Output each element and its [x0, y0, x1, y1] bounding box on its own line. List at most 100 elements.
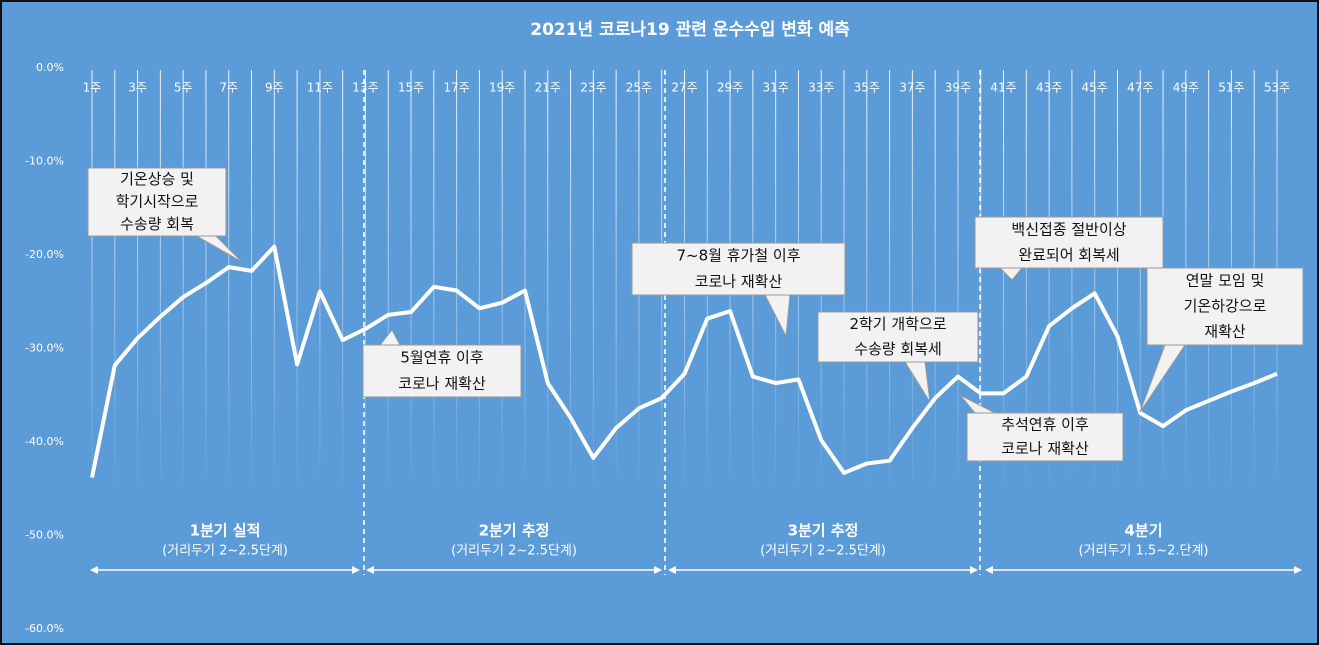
x-tick-label: 7주 [219, 81, 238, 95]
y-tick-label: -50.0% [25, 529, 64, 542]
week-grid-line [1003, 70, 1005, 500]
week-grid-line [319, 70, 321, 500]
week-grid-line [114, 70, 116, 500]
week-grid-line [410, 70, 412, 500]
x-tick-label: 29주 [717, 81, 743, 95]
x-tick-label: 25주 [626, 81, 652, 95]
x-tick-label: 15주 [398, 81, 424, 95]
week-grid-line [934, 70, 936, 500]
annotation-box [631, 242, 846, 296]
x-tick-label: 9주 [265, 81, 284, 95]
x-tick-label: 17주 [443, 81, 469, 95]
annotation-box [966, 412, 1124, 462]
period-sublabel: (거리두기 1.5~2.단계) [1078, 544, 1208, 559]
week-grid-line [1139, 70, 1141, 500]
pointer-cover [379, 346, 401, 348]
week-grid-line [957, 70, 959, 500]
x-tick-label: 43주 [1036, 81, 1062, 95]
arrow-head [985, 566, 993, 574]
x-tick-label: 49주 [1173, 81, 1199, 95]
annotation-text: 수송량 회복세 [854, 340, 942, 358]
week-grid-line [228, 70, 230, 500]
week-grid-line [342, 70, 344, 500]
week-grid-line [1071, 70, 1073, 500]
annotation-text: 7~8월 휴가철 이후 [677, 247, 801, 265]
week-grid-line [387, 70, 389, 500]
pointer-cover [999, 265, 1023, 267]
x-tick-label: 11주 [307, 81, 333, 95]
annotation-text: 백신접종 절반이상 [1011, 220, 1126, 238]
annotation-text: 코로나 재확산 [398, 375, 486, 393]
arrow-head [1294, 566, 1302, 574]
week-grid-line [570, 70, 572, 500]
week-grid-line [592, 70, 594, 500]
arrow-head [366, 566, 374, 574]
x-tick-label: 53주 [1264, 81, 1290, 95]
annotation-box [87, 167, 227, 237]
period-sublabel: (거리두기 2~2.5단계) [451, 544, 577, 559]
arrow-head [654, 566, 662, 574]
annotation-text: 기온하강으로 [1184, 297, 1267, 315]
pointer-cover [974, 414, 996, 416]
annotation-box [974, 216, 1164, 269]
annotation-text: 재확산 [1204, 323, 1246, 341]
week-grid-line [364, 70, 366, 500]
annotation-box [1146, 267, 1304, 346]
x-tick-label: 1주 [83, 81, 102, 95]
y-tick-label: -10.0% [25, 155, 64, 168]
week-grid-line [478, 70, 480, 500]
annotation-text: 2학기 개학으로 [849, 315, 946, 333]
x-tick-label: 3주 [128, 81, 147, 95]
annotation-text: 추석연휴 이후 [1001, 416, 1089, 434]
period-sublabel: (거리두기 2~2.5단계) [162, 544, 288, 559]
week-grid-line [866, 70, 868, 500]
chart-title: 2021년 코로나19 관련 운수수입 변화 예측 [530, 20, 850, 40]
y-tick-label: -60.0% [25, 622, 64, 635]
week-grid-line [273, 70, 275, 500]
pointer-cover [764, 292, 791, 294]
period-label: 3분기 추정 [788, 522, 859, 540]
period-label: 1분기 실적 [190, 522, 261, 540]
x-tick-label: 23주 [580, 81, 606, 95]
annotation-text: 연말 모임 및 [1186, 271, 1265, 289]
x-tick-label: 41주 [990, 81, 1016, 95]
week-grid-line [980, 70, 982, 500]
week-grid-line [889, 70, 891, 500]
y-tick-label: -40.0% [25, 435, 64, 448]
y-tick-label: 0.0% [36, 61, 64, 74]
annotation-box [362, 344, 522, 398]
week-grid-line [182, 70, 184, 500]
y-tick-label: -20.0% [25, 248, 64, 261]
week-grid-line [137, 70, 139, 500]
x-tick-label: 19주 [489, 81, 515, 95]
period-label: 2분기 추정 [479, 522, 550, 540]
week-grid-line [456, 70, 458, 500]
y-tick-label: -30.0% [25, 342, 64, 355]
week-grid-line [1094, 70, 1096, 500]
arrow-head [90, 566, 98, 574]
week-grid-line [911, 70, 913, 500]
period-sublabel: (거리두기 2~2.5단계) [760, 544, 886, 559]
x-tick-label: 51주 [1218, 81, 1244, 95]
arrow-head [352, 566, 360, 574]
week-grid-line [501, 70, 503, 500]
week-grid-line [159, 70, 161, 500]
week-grid-line [251, 70, 253, 500]
pointer-cover [904, 359, 926, 361]
annotation-text: 코로나 재확산 [1001, 440, 1089, 458]
x-tick-label: 35주 [854, 81, 880, 95]
annotation-text: 코로나 재확산 [695, 273, 783, 291]
week-grid-line [296, 70, 298, 500]
x-tick-label: 31주 [762, 81, 788, 95]
pointer-cover [194, 233, 216, 235]
week-grid-line [1025, 70, 1027, 500]
x-tick-label: 33주 [808, 81, 834, 95]
week-grid-line [547, 70, 549, 500]
